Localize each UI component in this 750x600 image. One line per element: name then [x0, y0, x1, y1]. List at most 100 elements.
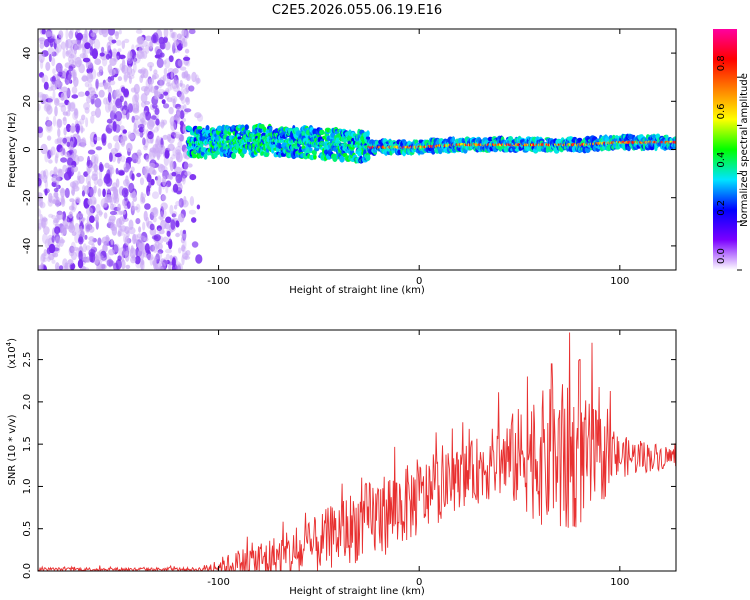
- noise-speckle: [145, 111, 152, 121]
- y-tick-label: 0: [22, 146, 33, 152]
- noise-speckle: [42, 233, 48, 245]
- noise-speckle: [47, 47, 55, 56]
- noise-speckle: [147, 61, 155, 68]
- noise-speckle: [68, 246, 75, 257]
- noise-speckle: [165, 183, 169, 194]
- noise-speckle: [49, 149, 53, 156]
- noise-speckle: [107, 142, 113, 149]
- noise-speckle: [80, 125, 84, 134]
- noise-speckle: [176, 90, 182, 98]
- noise-speckle: [68, 211, 74, 219]
- spectrogram-axes: -100 0 100 -40 -20 0 20 40: [22, 29, 676, 287]
- snr-scale-suffix: ): [7, 338, 18, 342]
- noise-speckle: [160, 119, 165, 129]
- y-tick-label: 2.5: [22, 352, 33, 368]
- noise-speckle: [39, 214, 43, 221]
- colorbar-tick-label: 0.8: [716, 55, 727, 71]
- noise-speckle: [115, 55, 120, 60]
- noise-speckle: [43, 249, 47, 257]
- noise-speckle: [182, 175, 186, 185]
- noise-speckle: [44, 238, 51, 249]
- noise-speckle: [171, 32, 175, 39]
- noise-speckle: [39, 196, 44, 208]
- noise-speckle: [85, 117, 89, 128]
- noise-speckle: [163, 67, 168, 76]
- noise-speckle: [93, 163, 98, 173]
- noise-speckle: [142, 50, 148, 59]
- noise-speckle: [170, 82, 174, 91]
- noise-speckle: [101, 133, 106, 144]
- noise-speckle: [103, 200, 109, 208]
- noise-speckle: [132, 233, 137, 245]
- noise-speckle: [100, 29, 108, 34]
- noise-speckle: [153, 87, 158, 94]
- signal-blob: [191, 154, 198, 159]
- noise-speckle: [176, 151, 183, 163]
- signal-blob: [451, 136, 455, 143]
- noise-speckle: [138, 124, 145, 129]
- noise-speckle: [144, 44, 150, 54]
- noise-speckle: [175, 173, 183, 184]
- noise-speckle: [127, 131, 132, 138]
- noise-speckle: [188, 85, 195, 92]
- noise-speckle: [51, 235, 55, 243]
- noise-speckle: [44, 152, 49, 163]
- noise-speckle: [94, 98, 102, 108]
- noise-speckle: [149, 162, 156, 168]
- signal-blob: [268, 126, 273, 131]
- noise-speckle: [40, 216, 48, 228]
- signal-blob: [335, 137, 341, 142]
- noise-speckle: [171, 154, 176, 160]
- noise-speckle: [127, 57, 133, 68]
- noise-speckle: [38, 222, 43, 230]
- noise-speckle: [123, 100, 128, 111]
- noise-speckle: [71, 200, 77, 211]
- noise-speckle: [70, 241, 76, 253]
- spectrogram-xlabel: Height of straight line (km): [289, 285, 425, 296]
- noise-speckle: [59, 239, 66, 244]
- noise-speckle: [38, 192, 43, 198]
- noise-speckle: [43, 81, 49, 90]
- noise-speckle: [39, 39, 44, 44]
- noise-speckle: [182, 229, 187, 235]
- noise-speckle: [182, 161, 189, 170]
- noise-speckle: [51, 181, 58, 188]
- noise-speckle: [123, 179, 130, 187]
- noise-speckle: [64, 262, 69, 269]
- noise-speckle: [178, 198, 184, 208]
- noise-speckle: [84, 81, 90, 88]
- noise-speckle: [81, 75, 89, 82]
- noise-speckle: [168, 55, 174, 63]
- noise-speckle: [42, 257, 48, 263]
- noise-speckle: [60, 187, 66, 198]
- noise-speckle: [113, 89, 119, 98]
- noise-speckle: [183, 150, 188, 159]
- noise-speckle: [71, 67, 76, 79]
- noise-speckle: [112, 48, 118, 58]
- noise-speckle: [166, 230, 171, 237]
- noise-speckle: [179, 79, 183, 87]
- spectrogram-signal: [185, 122, 676, 164]
- noise-speckle: [133, 115, 140, 121]
- noise-speckle: [86, 206, 93, 216]
- noise-speckle: [110, 148, 118, 155]
- noise-speckle: [172, 84, 180, 93]
- noise-speckle: [164, 58, 171, 69]
- noise-speckle: [174, 39, 181, 45]
- noise-speckle: [117, 48, 122, 53]
- noise-speckle: [166, 133, 172, 142]
- noise-speckle: [69, 45, 73, 57]
- y-tick-label: -40: [22, 238, 33, 254]
- noise-speckle: [52, 219, 58, 226]
- noise-speckle: [48, 192, 53, 203]
- noise-speckle: [146, 253, 154, 261]
- noise-speckle: [149, 223, 155, 231]
- noise-speckle: [181, 71, 186, 79]
- noise-speckle: [153, 69, 158, 75]
- noise-speckle: [110, 238, 114, 245]
- noise-speckle: [100, 250, 107, 259]
- noise-speckle: [78, 212, 84, 218]
- noise-speckle: [119, 211, 123, 216]
- noise-speckle: [54, 97, 60, 106]
- noise-speckle: [95, 78, 99, 89]
